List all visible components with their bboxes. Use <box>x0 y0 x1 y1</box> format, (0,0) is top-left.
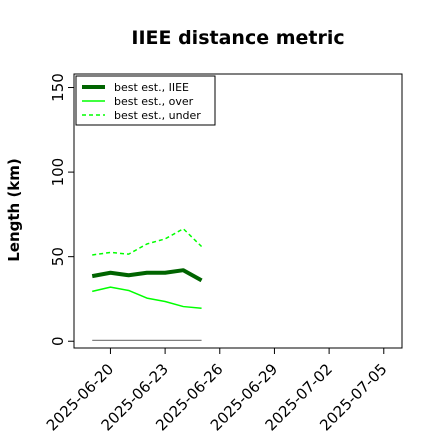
legend-label-under: best est., under <box>114 109 201 122</box>
y-tick-label: 100 <box>49 158 67 187</box>
y-tick-label: 50 <box>49 247 67 266</box>
y-tick-label: 150 <box>49 73 67 102</box>
series-line-best-est-under <box>92 228 203 256</box>
y-tick-label: 0 <box>49 336 67 346</box>
legend: best est., IIEE best est., over best est… <box>75 75 216 126</box>
y-axis: 0 50 100 150 <box>49 73 74 346</box>
y-axis-label: Length (km) <box>5 158 23 262</box>
series-line-best-est-iiee <box>91 268 203 283</box>
series-line-best-est-over <box>92 286 202 309</box>
x-axis: 2025-06-202025-06-232025-06-262025-06-29… <box>43 348 391 434</box>
legend-label-iiee: best est., IIEE <box>114 81 189 94</box>
series-layer <box>91 228 203 341</box>
chart-title: IIEE distance metric <box>131 27 344 49</box>
plot-frame <box>73 73 403 349</box>
legend-label-over: best est., over <box>114 95 194 108</box>
